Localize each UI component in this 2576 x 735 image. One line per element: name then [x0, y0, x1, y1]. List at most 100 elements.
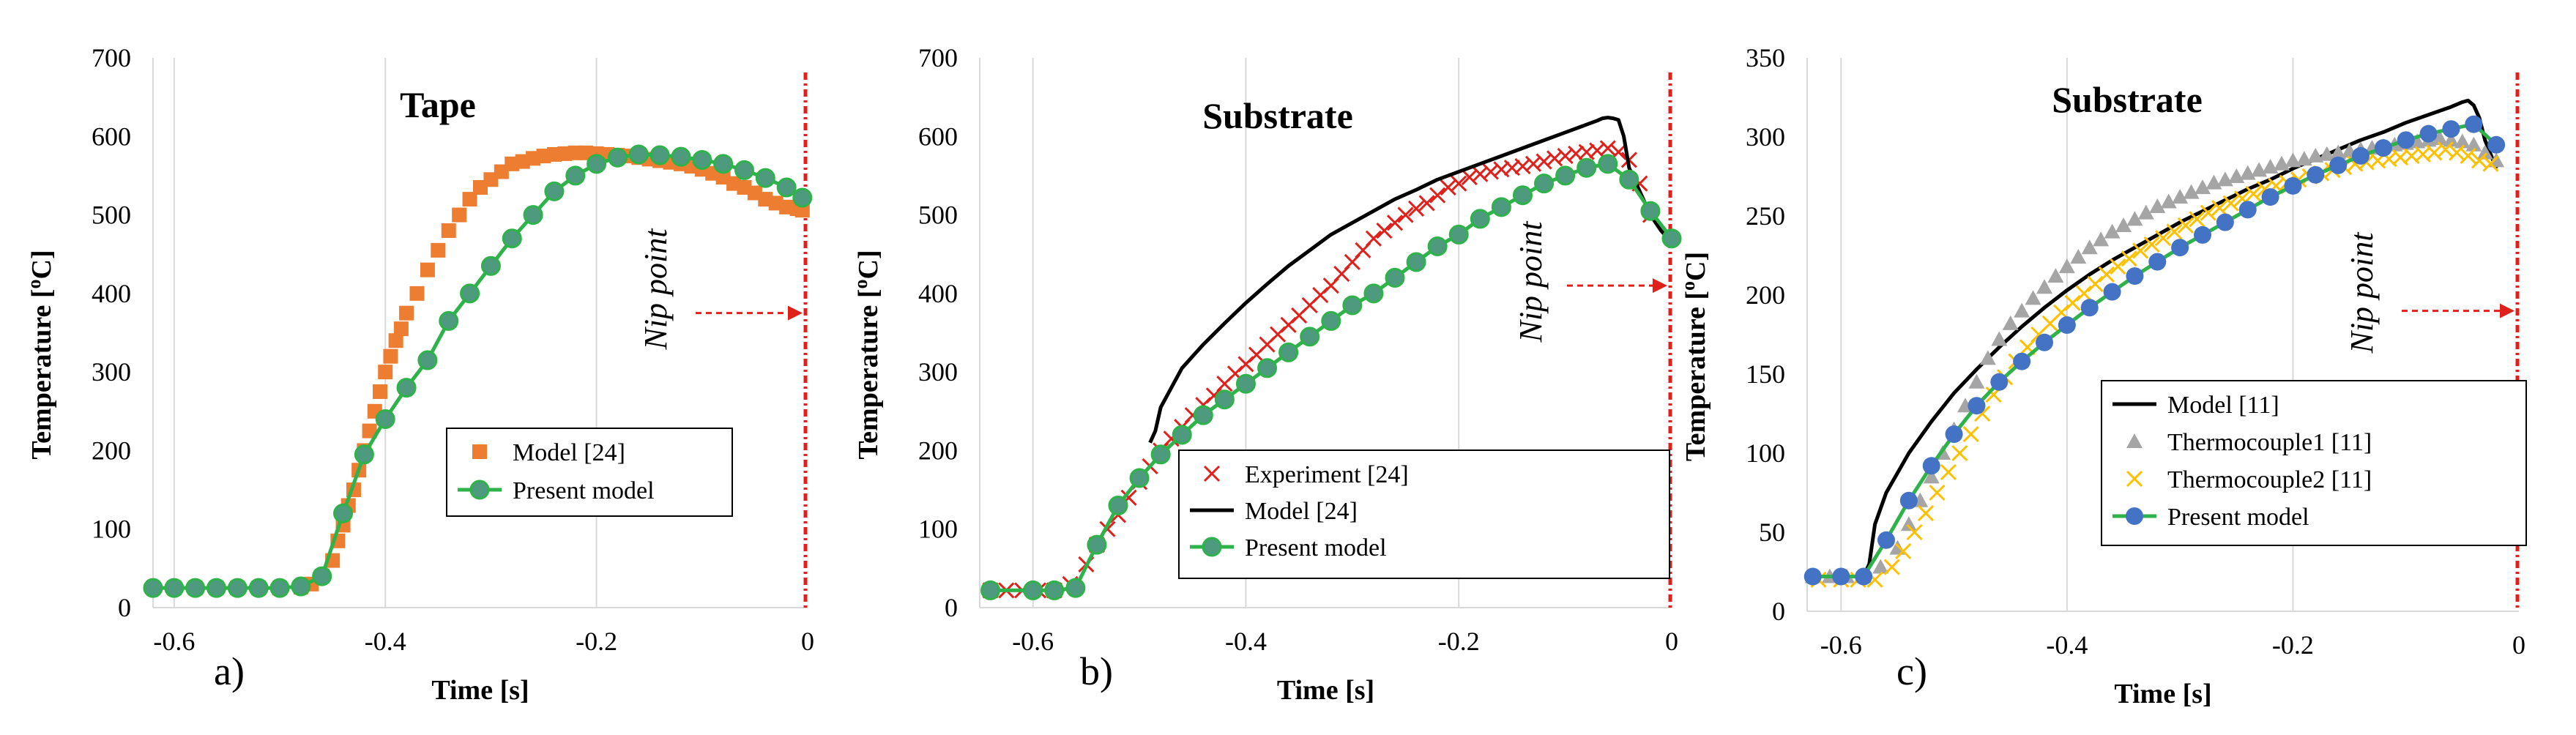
- y-tick-label: 600: [92, 122, 131, 151]
- data-point: [164, 578, 185, 598]
- data-point: [1044, 580, 1065, 600]
- data-point: [980, 580, 1001, 600]
- data-point-stroke-b: [1451, 175, 1467, 192]
- data-point: [1451, 175, 1467, 192]
- data-point: [2482, 155, 2499, 172]
- legend-item: Model [24]: [472, 439, 625, 466]
- data-point-stroke-b: [2064, 294, 2081, 311]
- data-point: [2465, 115, 2483, 133]
- legend-box: [2101, 380, 2527, 546]
- chart-title: Substrate: [2052, 79, 2203, 120]
- data-point-stroke-b: [2177, 217, 2194, 234]
- data-point: [1546, 150, 1563, 167]
- data-point: [1385, 267, 1405, 288]
- data-point: [2222, 195, 2239, 212]
- data-point: [1363, 283, 1384, 304]
- data-point-stroke-b: [1514, 157, 1531, 175]
- data-point-stroke-b: [1546, 150, 1563, 167]
- y-tick-label: 0: [1772, 597, 1785, 626]
- legend-label: Model [24]: [1245, 498, 1358, 525]
- data-point: [1598, 154, 1618, 174]
- data-point: [1951, 444, 1968, 462]
- data-point: [502, 228, 522, 249]
- legend-item: Thermocouple1 [11]: [2126, 429, 2372, 456]
- legend-label: Model [11]: [2167, 392, 2279, 419]
- data-point: [1448, 224, 1469, 245]
- data-point: [2307, 165, 2325, 184]
- series-0: [166, 145, 810, 596]
- data-point: [2115, 217, 2132, 232]
- y-tick-label: 200: [918, 436, 958, 465]
- data-point: [1599, 140, 1616, 157]
- data-point: [1535, 153, 1552, 170]
- data-point: [1214, 389, 1235, 410]
- data-point: [227, 578, 247, 598]
- data-point-stroke-b: [1440, 179, 1456, 196]
- series-line: [1148, 116, 1673, 444]
- data-point: [2449, 144, 2465, 161]
- data-point-stroke-b: [2143, 236, 2160, 253]
- data-point: [441, 223, 456, 239]
- x-tick-label: -0.2: [576, 627, 617, 656]
- x-tick-label: -0.6: [1012, 627, 1054, 656]
- y-tick-label: 200: [92, 436, 131, 465]
- data-point-stroke-b: [2471, 152, 2488, 169]
- data-point: [2200, 204, 2216, 221]
- data-point: [734, 160, 754, 180]
- data-point-stroke-b: [2211, 200, 2228, 217]
- data-point: [2437, 141, 2454, 158]
- y-tick-label: 400: [92, 279, 131, 308]
- data-point: [1945, 425, 1963, 444]
- x-tick-label: -0.2: [2272, 630, 2314, 660]
- data-point: [1514, 157, 1531, 175]
- y-tick-label: 100: [92, 515, 131, 544]
- data-point: [1129, 468, 1150, 488]
- data-point: [1968, 373, 1985, 389]
- x-tick-label: -0.4: [1225, 627, 1267, 656]
- y-axis-title-main: Temperature [: [853, 288, 884, 459]
- y-tick-label: 700: [92, 43, 131, 72]
- y-axis-title-tail: C]: [26, 250, 57, 279]
- x-axis-title: Time [s]: [431, 675, 529, 706]
- x-tick-label: 0: [2512, 630, 2525, 660]
- data-point: [2285, 152, 2301, 168]
- data-point: [439, 310, 459, 331]
- data-point: [1589, 142, 1606, 159]
- series-1: [1804, 130, 2505, 583]
- data-point: [1429, 187, 1446, 204]
- data-point: [480, 255, 501, 276]
- data-point: [2166, 223, 2183, 240]
- data-point: [2330, 144, 2347, 160]
- data-point: [544, 181, 565, 201]
- data-point: [565, 165, 586, 186]
- y-tick-label: 300: [92, 357, 131, 387]
- y-tick-label: 200: [1746, 280, 1785, 310]
- series-0: [1812, 98, 2498, 578]
- y-tick-label: 400: [918, 279, 958, 308]
- data-point: [1193, 405, 1213, 425]
- data-point-stroke-b: [1866, 571, 1883, 588]
- data-point: [1376, 222, 1393, 239]
- legend-label: Present model: [513, 477, 655, 504]
- y-axis-title-superscript: o: [23, 279, 45, 288]
- data-point-stroke-b: [2482, 155, 2499, 172]
- data-point-stroke-b: [1940, 463, 1957, 480]
- data-point: [2160, 193, 2177, 209]
- data-point: [1087, 534, 1107, 555]
- data-point: [2137, 204, 2154, 220]
- data-point: [2211, 200, 2228, 217]
- data-point: [2183, 184, 2200, 199]
- data-point: [1991, 331, 2008, 346]
- data-point-stroke-b: [1482, 163, 1499, 180]
- data-point: [1418, 195, 1435, 212]
- data-point: [2148, 253, 2167, 271]
- data-point-stroke-b: [2380, 151, 2397, 168]
- legend-item: Present model: [2112, 504, 2309, 531]
- chart-b: 0 100 200 300 400 500 600 700 -0.6 -0.4 -0.2 0 Time …: [850, 43, 1682, 706]
- data-point: [1619, 169, 1639, 190]
- data-point-stroke-b: [1883, 559, 1900, 575]
- legend-label: Present model: [1245, 534, 1387, 561]
- data-point: [2476, 144, 2493, 160]
- y-tick-label: 500: [92, 201, 131, 230]
